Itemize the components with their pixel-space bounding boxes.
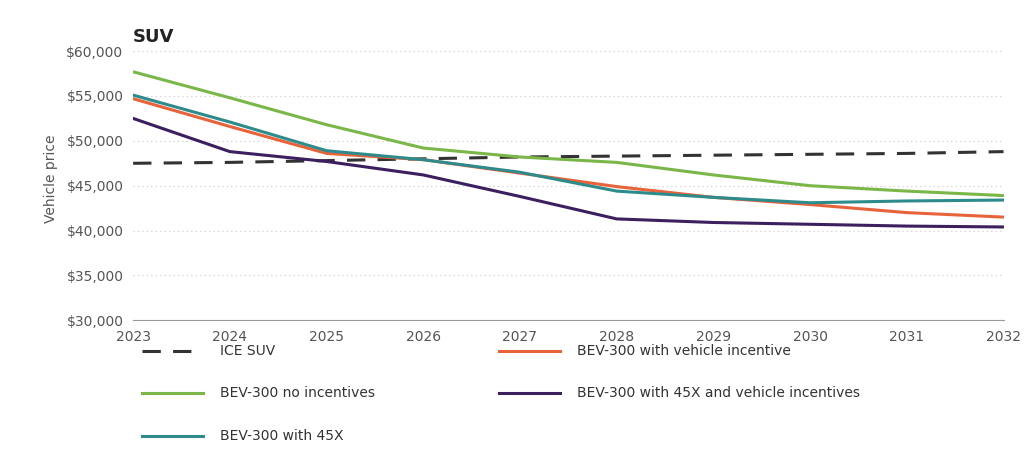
BEV-300 with vehicle incentive (321, 151, 333, 156)
BEV-300 with 45X (514, 170, 526, 175)
Text: ICE SUV: ICE SUV (220, 344, 275, 358)
Y-axis label: Vehicle price: Vehicle price (44, 135, 58, 223)
BEV-300 with vehicle incentive (997, 214, 1010, 220)
BEV-300 no incentives (997, 193, 1010, 198)
Text: BEV-300 no incentives: BEV-300 no incentives (220, 386, 375, 400)
BEV-300 no incentives (804, 183, 816, 188)
BEV-300 with 45X (610, 188, 623, 194)
BEV-300 no incentives (417, 145, 429, 151)
ICE SUV (804, 152, 816, 157)
ICE SUV (514, 154, 526, 160)
ICE SUV (417, 156, 429, 162)
ICE SUV (610, 153, 623, 159)
BEV-300 with 45X and vehicle incentives (610, 216, 623, 222)
Line: BEV-300 with 45X and vehicle incentives: BEV-300 with 45X and vehicle incentives (133, 118, 1004, 227)
BEV-300 with 45X (321, 148, 333, 154)
BEV-300 with 45X and vehicle incentives (804, 221, 816, 227)
Text: BEV-300 with 45X and vehicle incentives: BEV-300 with 45X and vehicle incentives (578, 386, 860, 400)
Line: ICE SUV: ICE SUV (133, 152, 1004, 163)
BEV-300 with 45X (127, 92, 139, 98)
BEV-300 with vehicle incentive (417, 157, 429, 162)
BEV-300 with 45X and vehicle incentives (708, 219, 720, 225)
BEV-300 with 45X and vehicle incentives (997, 224, 1010, 230)
BEV-300 with vehicle incentive (127, 96, 139, 102)
Line: BEV-300 with vehicle incentive: BEV-300 with vehicle incentive (133, 99, 1004, 217)
BEV-300 with 45X and vehicle incentives (223, 149, 236, 154)
BEV-300 with vehicle incentive (223, 124, 236, 130)
BEV-300 no incentives (127, 69, 139, 74)
ICE SUV (127, 161, 139, 166)
Text: BEV-300 with 45X: BEV-300 with 45X (220, 429, 344, 443)
Text: SUV: SUV (133, 28, 174, 46)
Line: BEV-300 no incentives: BEV-300 no incentives (133, 72, 1004, 195)
BEV-300 with vehicle incentive (514, 171, 526, 176)
Line: BEV-300 with 45X: BEV-300 with 45X (133, 95, 1004, 203)
BEV-300 with vehicle incentive (610, 184, 623, 189)
BEV-300 no incentives (321, 122, 333, 128)
BEV-300 no incentives (514, 154, 526, 160)
BEV-300 with vehicle incentive (708, 195, 720, 200)
BEV-300 with 45X (223, 119, 236, 125)
BEV-300 with 45X and vehicle incentives (901, 223, 913, 229)
BEV-300 with 45X (708, 195, 720, 200)
BEV-300 no incentives (708, 172, 720, 178)
BEV-300 no incentives (223, 95, 236, 101)
BEV-300 with 45X and vehicle incentives (127, 115, 139, 121)
ICE SUV (901, 151, 913, 156)
BEV-300 with 45X (804, 200, 816, 205)
BEV-300 with 45X (417, 157, 429, 162)
ICE SUV (708, 153, 720, 158)
BEV-300 with 45X and vehicle incentives (417, 172, 429, 178)
BEV-300 with 45X (901, 198, 913, 204)
BEV-300 with 45X (997, 197, 1010, 203)
BEV-300 no incentives (610, 160, 623, 165)
ICE SUV (997, 149, 1010, 154)
BEV-300 with vehicle incentive (901, 210, 913, 215)
Text: BEV-300 with vehicle incentive: BEV-300 with vehicle incentive (578, 344, 791, 358)
BEV-300 with 45X and vehicle incentives (321, 159, 333, 164)
BEV-300 with vehicle incentive (804, 202, 816, 207)
ICE SUV (223, 160, 236, 165)
BEV-300 with 45X and vehicle incentives (514, 194, 526, 199)
ICE SUV (321, 158, 333, 163)
BEV-300 no incentives (901, 188, 913, 194)
